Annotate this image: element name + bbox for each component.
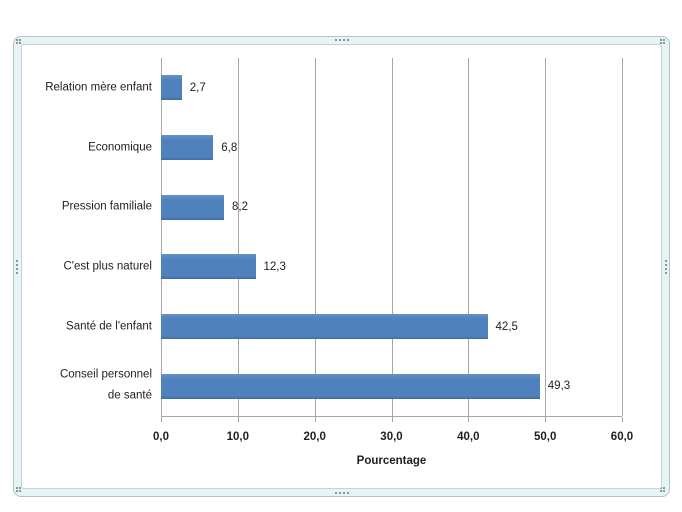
chart-object[interactable]: 0,0 10,0 20,0 30,0 40,0 50,0 60,0 2,7 Relation m… bbox=[13, 36, 670, 497]
axis-tick bbox=[545, 417, 547, 422]
category-axis-label[interactable]: Conseil personnel de santé bbox=[59, 368, 152, 403]
axis-tick bbox=[237, 417, 239, 422]
value-axis-label[interactable]: 40,0 bbox=[457, 431, 480, 443]
value-axis-label[interactable]: 30,0 bbox=[380, 431, 403, 443]
category-axis-label[interactable]: C'est plus naturel bbox=[63, 260, 153, 273]
resize-handle-right[interactable] bbox=[665, 259, 667, 274]
category-axis-label[interactable]: Relation mère enfant bbox=[45, 81, 152, 94]
bar[interactable] bbox=[161, 254, 256, 280]
bar[interactable] bbox=[161, 135, 214, 160]
plot-area[interactable]: 0,0 10,0 20,0 30,0 40,0 50,0 60,0 2,7 Relation m… bbox=[45, 58, 633, 443]
category-axis-label[interactable]: Economique bbox=[88, 140, 152, 153]
gridline bbox=[391, 58, 393, 416]
data-label[interactable]: 12,3 bbox=[263, 260, 286, 273]
resize-handle-top-left[interactable] bbox=[16, 39, 23, 46]
axis-tick bbox=[622, 417, 623, 422]
data-label[interactable]: 42,5 bbox=[495, 320, 518, 333]
category-axis-label[interactable]: Pression familiale bbox=[61, 200, 152, 213]
axis-tick bbox=[468, 417, 470, 422]
bar[interactable] bbox=[161, 75, 182, 101]
value-axis-label[interactable]: 50,0 bbox=[533, 431, 557, 443]
bar[interactable] bbox=[161, 314, 488, 339]
value-axis-label[interactable]: 10,0 bbox=[226, 431, 250, 443]
resize-handle-left[interactable] bbox=[16, 259, 18, 274]
value-axis-label[interactable]: 0,0 bbox=[153, 431, 169, 443]
category-axis-label[interactable]: Santé de l'enfant bbox=[66, 319, 152, 332]
bar[interactable] bbox=[161, 373, 540, 399]
resize-handle-top-right[interactable] bbox=[660, 39, 667, 46]
data-label[interactable]: 49,3 bbox=[547, 380, 571, 393]
axis-tick bbox=[314, 417, 316, 422]
data-label[interactable]: 8,2 bbox=[232, 201, 248, 214]
chart-area[interactable]: 0,0 10,0 20,0 30,0 40,0 50,0 60,0 2,7 Relation m… bbox=[21, 44, 662, 489]
data-label[interactable]: 2,7 bbox=[189, 81, 206, 94]
gridline bbox=[237, 58, 239, 416]
resize-handle-bottom-left[interactable] bbox=[16, 487, 23, 494]
gridline bbox=[314, 58, 316, 416]
resize-handle-bottom[interactable] bbox=[334, 492, 349, 494]
axis-tick bbox=[161, 417, 162, 422]
gridline bbox=[545, 58, 547, 416]
axis-tick bbox=[391, 417, 393, 422]
data-label[interactable]: 6,8 bbox=[221, 141, 238, 154]
value-axis-label[interactable]: 20,0 bbox=[303, 431, 326, 443]
value-axis-label[interactable]: 60,0 bbox=[610, 431, 634, 443]
resize-handle-top[interactable] bbox=[334, 39, 349, 41]
value-axis-title[interactable]: Pourcentage bbox=[356, 455, 427, 467]
bar[interactable] bbox=[161, 194, 224, 220]
gridline bbox=[161, 58, 162, 416]
gridline bbox=[622, 58, 623, 416]
gridline bbox=[468, 58, 470, 416]
